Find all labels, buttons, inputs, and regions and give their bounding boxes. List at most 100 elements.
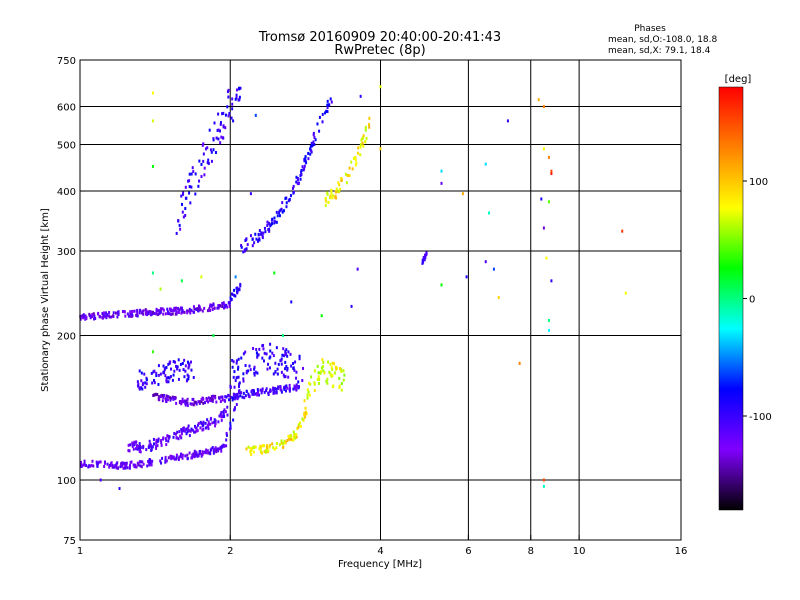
echo-point	[215, 450, 218, 454]
echo-point	[178, 308, 181, 312]
echo-point	[326, 105, 329, 109]
echo-point	[243, 396, 246, 400]
echo-point	[258, 347, 261, 351]
echo-point	[225, 444, 228, 448]
echo-point	[185, 399, 188, 403]
echo-point	[257, 390, 260, 394]
echo-point	[247, 445, 250, 449]
echo-point	[266, 446, 269, 450]
echo-point	[244, 394, 247, 398]
echo-point	[200, 400, 203, 404]
echo-point	[273, 391, 276, 395]
chart-title: Tromsø 20160909 20:40:00-20:41:43	[258, 30, 501, 45]
echo-point	[305, 161, 308, 165]
echo-point	[326, 109, 329, 113]
echo-point	[208, 128, 211, 132]
echo-point	[178, 368, 181, 372]
echo-point	[137, 384, 140, 388]
echo-point	[207, 161, 210, 165]
echo-point	[271, 217, 274, 221]
echo-point	[355, 161, 358, 165]
echo-point	[148, 463, 151, 467]
echo-point	[235, 359, 238, 363]
echo-point	[148, 309, 151, 313]
echo-point	[83, 459, 86, 463]
echo-point	[132, 443, 135, 447]
echo-point	[168, 312, 171, 316]
echo-point	[275, 220, 278, 224]
echo-point	[163, 368, 166, 372]
echo-point	[309, 144, 312, 148]
echo-point	[365, 136, 368, 140]
y-tick-label: 300	[57, 247, 76, 258]
echo-point	[183, 310, 186, 314]
echo-point	[348, 166, 351, 170]
echo-point	[212, 449, 215, 453]
echo-point	[321, 112, 324, 116]
echo-point	[97, 311, 100, 315]
echo-point	[300, 169, 303, 173]
echo-point	[304, 414, 307, 418]
echo-point	[216, 306, 219, 310]
echo-point	[245, 237, 248, 241]
echo-point	[186, 426, 189, 430]
echo-point	[83, 314, 86, 318]
echo-point	[338, 183, 341, 187]
colorbar-ticks: 100 0 -100	[743, 177, 772, 423]
echo-point	[147, 459, 150, 463]
echo-point	[155, 307, 158, 311]
echo-point	[177, 219, 180, 223]
echo-point	[337, 181, 340, 185]
echo-point	[183, 358, 186, 362]
echo-point	[344, 172, 347, 176]
echo-point	[326, 381, 329, 385]
echo-point	[207, 158, 210, 162]
echo-point	[158, 312, 161, 316]
echo-point	[108, 464, 111, 468]
echo-point	[200, 275, 203, 279]
echo-point	[319, 371, 322, 375]
echo-point	[304, 156, 307, 160]
echo-point	[359, 153, 362, 157]
echo-point	[287, 350, 290, 354]
echo-point	[201, 453, 204, 457]
echo-point	[278, 211, 281, 215]
echo-point	[238, 98, 241, 102]
echo-point	[348, 174, 351, 178]
echo-point	[171, 378, 174, 382]
echo-point	[250, 453, 253, 457]
echo-point	[276, 214, 279, 218]
echo-point	[272, 372, 275, 376]
echo-point	[354, 155, 357, 159]
echo-point	[127, 449, 130, 453]
echo-point	[550, 169, 553, 173]
echo-point	[232, 119, 235, 123]
echo-point	[237, 375, 240, 379]
echo-point	[221, 112, 224, 116]
echo-point	[145, 378, 148, 382]
echo-point	[465, 275, 468, 279]
echo-point	[165, 379, 168, 383]
echo-point	[228, 398, 231, 402]
echo-point	[169, 360, 172, 364]
echo-point	[162, 395, 165, 399]
echo-point	[108, 465, 111, 469]
echo-point	[96, 464, 99, 468]
echo-point	[189, 402, 192, 406]
echo-point	[287, 199, 290, 203]
echo-point	[102, 311, 105, 315]
echo-point	[196, 429, 199, 433]
echo-point	[266, 220, 269, 224]
echo-point	[186, 457, 189, 461]
echo-point	[119, 465, 122, 469]
echo-point	[361, 137, 364, 141]
echo-point	[162, 437, 165, 441]
echo-point	[235, 361, 238, 365]
echo-point	[88, 464, 91, 468]
echo-point	[289, 194, 292, 198]
echo-point	[259, 448, 262, 452]
echo-point	[362, 134, 365, 138]
echo-point	[144, 381, 147, 385]
echo-point	[340, 388, 343, 392]
echo-point	[277, 362, 280, 366]
